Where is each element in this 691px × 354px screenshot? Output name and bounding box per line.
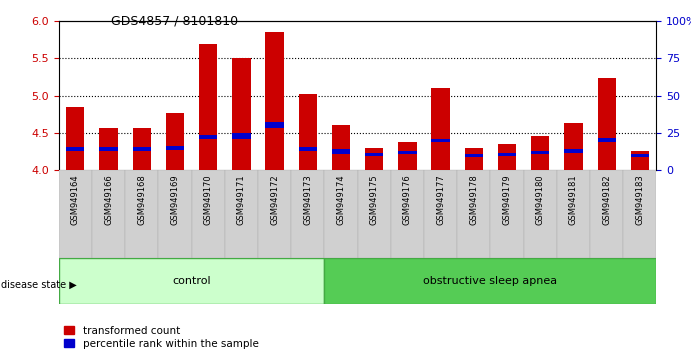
Bar: [464, 154, 483, 156]
Text: GSM949173: GSM949173: [303, 174, 312, 225]
Bar: [424, 170, 457, 258]
Bar: [631, 152, 649, 170]
Bar: [531, 136, 549, 170]
Bar: [365, 148, 384, 170]
Bar: [299, 147, 317, 152]
Bar: [332, 149, 350, 154]
Bar: [391, 170, 424, 258]
Bar: [166, 146, 184, 150]
Bar: [59, 258, 324, 304]
Bar: [291, 170, 324, 258]
Bar: [66, 147, 84, 152]
Bar: [199, 135, 217, 139]
Bar: [66, 107, 84, 170]
Text: GSM949182: GSM949182: [602, 174, 611, 225]
Text: GSM949179: GSM949179: [502, 174, 511, 225]
Bar: [133, 127, 151, 170]
Bar: [598, 79, 616, 170]
Bar: [398, 142, 417, 170]
Bar: [59, 170, 92, 258]
Text: GSM949183: GSM949183: [635, 174, 644, 225]
Bar: [590, 170, 623, 258]
Bar: [324, 258, 656, 304]
Text: GSM949175: GSM949175: [370, 174, 379, 225]
Bar: [524, 170, 557, 258]
Text: GSM949170: GSM949170: [204, 174, 213, 225]
Text: GSM949176: GSM949176: [403, 174, 412, 225]
Bar: [265, 33, 284, 170]
Bar: [191, 170, 225, 258]
Bar: [464, 148, 483, 170]
Bar: [365, 153, 384, 156]
Bar: [158, 170, 191, 258]
Bar: [531, 150, 549, 154]
Bar: [498, 144, 516, 170]
Bar: [324, 170, 358, 258]
Text: GDS4857 / 8101810: GDS4857 / 8101810: [111, 14, 238, 27]
Text: GSM949180: GSM949180: [536, 174, 545, 225]
Bar: [457, 170, 491, 258]
Bar: [133, 147, 151, 152]
Bar: [491, 170, 524, 258]
Text: GSM949164: GSM949164: [71, 174, 80, 225]
Bar: [232, 58, 251, 170]
Bar: [631, 154, 649, 156]
Text: GSM949172: GSM949172: [270, 174, 279, 225]
Text: GSM949169: GSM949169: [171, 174, 180, 225]
Bar: [125, 170, 158, 258]
Bar: [557, 170, 590, 258]
Text: control: control: [172, 276, 211, 286]
Bar: [431, 88, 450, 170]
Bar: [498, 153, 516, 156]
Text: GSM949174: GSM949174: [337, 174, 346, 225]
Text: GSM949166: GSM949166: [104, 174, 113, 225]
Bar: [565, 123, 583, 170]
Bar: [598, 138, 616, 142]
Bar: [332, 125, 350, 170]
Text: GSM949178: GSM949178: [469, 174, 478, 225]
Legend: transformed count, percentile rank within the sample: transformed count, percentile rank withi…: [64, 326, 258, 349]
Bar: [299, 94, 317, 170]
Bar: [100, 127, 117, 170]
Text: GSM949181: GSM949181: [569, 174, 578, 225]
Bar: [358, 170, 391, 258]
Bar: [225, 170, 258, 258]
Bar: [398, 150, 417, 154]
Bar: [565, 149, 583, 153]
Text: GSM949168: GSM949168: [138, 174, 146, 225]
Bar: [100, 147, 117, 152]
Bar: [623, 170, 656, 258]
Text: disease state ▶: disease state ▶: [1, 280, 77, 290]
Bar: [92, 170, 125, 258]
Text: obstructive sleep apnea: obstructive sleep apnea: [424, 276, 558, 286]
Bar: [265, 122, 284, 127]
Bar: [258, 170, 291, 258]
Bar: [431, 139, 450, 142]
Text: GSM949177: GSM949177: [436, 174, 445, 225]
Bar: [166, 113, 184, 170]
Bar: [232, 133, 251, 139]
Bar: [199, 44, 217, 170]
Text: GSM949171: GSM949171: [237, 174, 246, 225]
